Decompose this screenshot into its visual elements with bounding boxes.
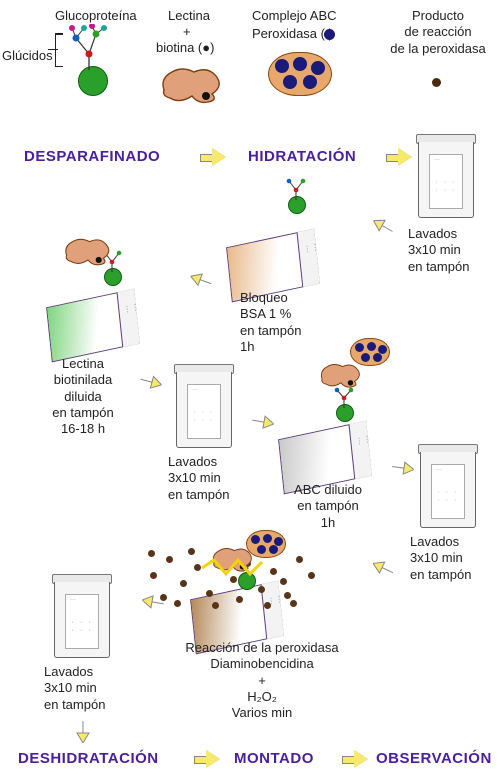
t: Lavados — [168, 454, 217, 469]
coplin-jar-icon: ···· · ·· · · — [176, 370, 232, 448]
legend-glucoproteina: Glucoproteína — [55, 8, 137, 24]
lectin-icon — [158, 60, 226, 106]
coplin-jar-icon: ··· · · ·· · · — [54, 580, 110, 658]
step-abc-diluido: ABC diluido en tampón 1h — [278, 482, 378, 531]
peroxidase-burst-icon — [200, 558, 270, 578]
legend-producto: Producto de reacción de la peroxidasa — [388, 8, 488, 57]
t: biotinilada — [54, 372, 113, 387]
arrow-icon — [138, 371, 163, 392]
arrow-icon — [370, 556, 397, 580]
legend-biotina: biotina (●) — [156, 40, 214, 56]
t: + — [258, 673, 266, 688]
t: en tampón — [240, 323, 301, 338]
t: en tampón — [168, 487, 229, 502]
step-bloqueo: Bloqueo BSA 1 % en tampón 1h — [240, 290, 330, 355]
legend-producto-l2: de reacción — [404, 24, 471, 39]
step-lectina-biotinilada: Lectina biotinilada diluida en tampón 16… — [40, 356, 126, 437]
stage-observacion: OBSERVACIÓN — [376, 750, 492, 767]
abc-complex-icon — [268, 52, 332, 96]
peroxidasa-ball-icon — [324, 29, 335, 40]
t: 3x10 min — [44, 680, 97, 695]
t: Lavados — [410, 534, 459, 549]
legend-plus1: + — [183, 24, 191, 40]
legend-complejo-abc: Complejo ABC — [252, 8, 337, 24]
slide-lectina — [46, 289, 140, 363]
legend-peroxidasa: Peroxidasa ( ) — [252, 26, 333, 42]
t: Reacción de la peroxidasa — [185, 640, 338, 655]
t: 1h — [240, 339, 254, 354]
t: 1h — [321, 515, 335, 530]
legend-lectina: Lectina — [168, 8, 210, 24]
glycan-mini-icon — [284, 176, 308, 202]
coplin-jar-icon: ···· · ·· · · — [418, 140, 474, 218]
legend-producto-l1: Producto — [412, 8, 464, 23]
coplin-jar-icon: ···· · ·· · · — [420, 450, 476, 528]
t: Lavados — [408, 226, 457, 241]
t: diluida — [64, 389, 102, 404]
arrow-icon — [369, 214, 396, 239]
t: 3x10 min — [410, 550, 463, 565]
t: Diaminobencidina — [210, 656, 313, 671]
t: en tampón — [410, 567, 471, 582]
glycan-branches-icon — [66, 24, 112, 74]
arrow-icon — [188, 269, 214, 292]
abc-small-icon — [350, 338, 390, 366]
stage-desparafinado: DESPARAFINADO — [24, 148, 160, 165]
t: Bloqueo — [240, 290, 288, 305]
t: Lavados — [44, 664, 93, 679]
arrow-icon — [391, 459, 415, 478]
lectin-small-icon — [62, 232, 114, 268]
arrow-icon — [75, 721, 91, 743]
glucidos-tick-icon — [48, 49, 58, 50]
legend-producto-l3: de la peroxidasa — [390, 41, 485, 56]
t: en tampón — [408, 259, 469, 274]
step-lavados-4: Lavados 3x10 min en tampón — [44, 664, 124, 713]
t: 3x10 min — [168, 470, 221, 485]
t: en tampón — [52, 405, 113, 420]
t: Lectina — [62, 356, 104, 371]
abc-small-icon — [246, 530, 286, 558]
legend-glucidos: Glúcidos — [2, 48, 53, 64]
t: BSA 1 % — [240, 306, 291, 321]
t: Varios min — [232, 705, 292, 720]
stage-deshidratacion: DESHIDRATACIÓN — [18, 750, 159, 767]
t: H₂O₂ — [247, 689, 277, 704]
step-lavados-3: Lavados 3x10 min en tampón — [410, 534, 490, 583]
t: en tampón — [44, 697, 105, 712]
t: en tampón — [297, 498, 358, 513]
step-lavados-1: Lavados 3x10 min en tampón — [408, 226, 488, 275]
t: 16-18 h — [61, 421, 105, 436]
stage-montado: MONTADO — [234, 750, 314, 767]
arrow-icon — [251, 412, 275, 432]
t: 3x10 min — [408, 242, 461, 257]
t: ABC diluido — [294, 482, 362, 497]
stage-hidratacion: HIDRATACIÓN — [248, 148, 356, 165]
product-dot-icon — [432, 78, 441, 87]
step-lavados-2: Lavados 3x10 min en tampón — [168, 454, 248, 503]
step-dab: Reacción de la peroxidasa Diaminobencidi… — [172, 640, 352, 721]
